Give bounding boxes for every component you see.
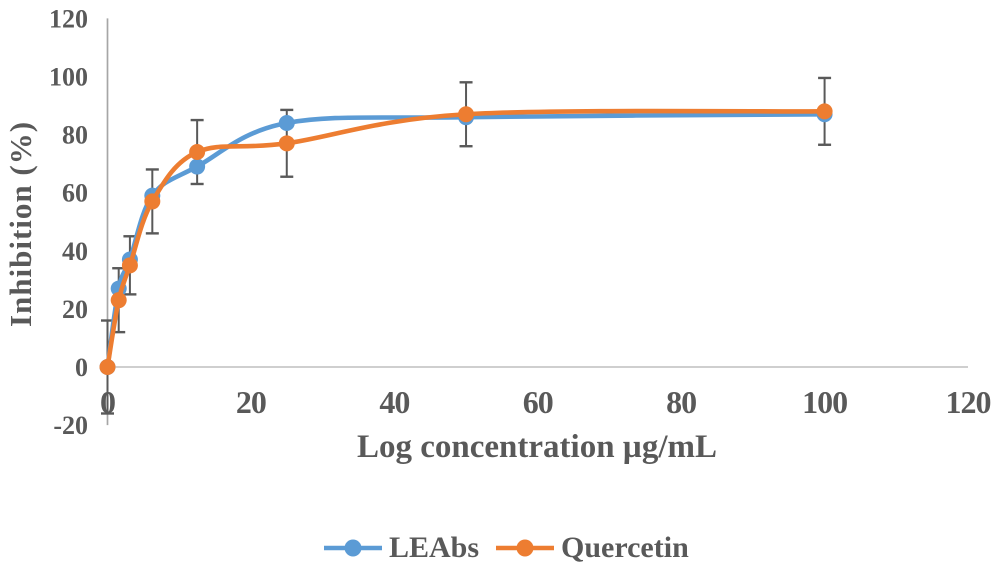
y-tick-label: 100: [49, 63, 88, 92]
data-point-leabs: [189, 158, 206, 175]
legend-marker-leabs: [344, 539, 362, 557]
data-point-quercetin: [110, 292, 127, 309]
x-tick-label: 60: [523, 384, 553, 420]
y-tick-label: -20: [53, 411, 88, 440]
y-axis-title: Inhibition (%): [3, 121, 38, 327]
y-tick-label: 60: [62, 179, 88, 208]
legend-item-leabs: LEAbs: [324, 531, 479, 564]
x-tick-label: 0: [100, 384, 115, 420]
data-point-quercetin: [278, 135, 295, 152]
data-point-leabs: [278, 114, 295, 131]
legend-item-quercetin: Quercetin: [496, 531, 689, 564]
legend-marker-quercetin: [516, 539, 534, 557]
data-point-quercetin: [99, 359, 116, 375]
x-tick-label: 100: [802, 384, 847, 420]
data-point-quercetin: [121, 257, 138, 274]
legend: LEAbs Quercetin: [324, 531, 689, 564]
x-axis-title: Log concentration µg/mL: [357, 429, 717, 465]
series-line-leabs: [105, 111, 827, 370]
y-tick-label: 0: [75, 353, 88, 382]
x-tick-label: 40: [379, 384, 409, 420]
series-line-quercetin: [105, 108, 827, 370]
data-point-quercetin: [189, 144, 206, 161]
legend-label-leabs: LEAbs: [389, 531, 479, 564]
plot-area: -20 0 20 40 60 80 100 120 0 20 40 60 80 100 120: [49, 4, 992, 440]
x-tick-label: 80: [666, 384, 696, 420]
y-tick-label: 80: [62, 121, 88, 150]
data-point-quercetin: [816, 103, 833, 120]
legend-label-quercetin: Quercetin: [561, 531, 689, 564]
x-tick-label: 120: [946, 384, 991, 420]
y-tick-label: 40: [62, 237, 88, 266]
y-tick-label: 20: [62, 295, 88, 324]
x-tick-label: 20: [236, 384, 266, 420]
y-tick-label: 120: [49, 4, 88, 33]
data-point-quercetin: [458, 106, 475, 123]
data-point-quercetin: [144, 193, 161, 210]
